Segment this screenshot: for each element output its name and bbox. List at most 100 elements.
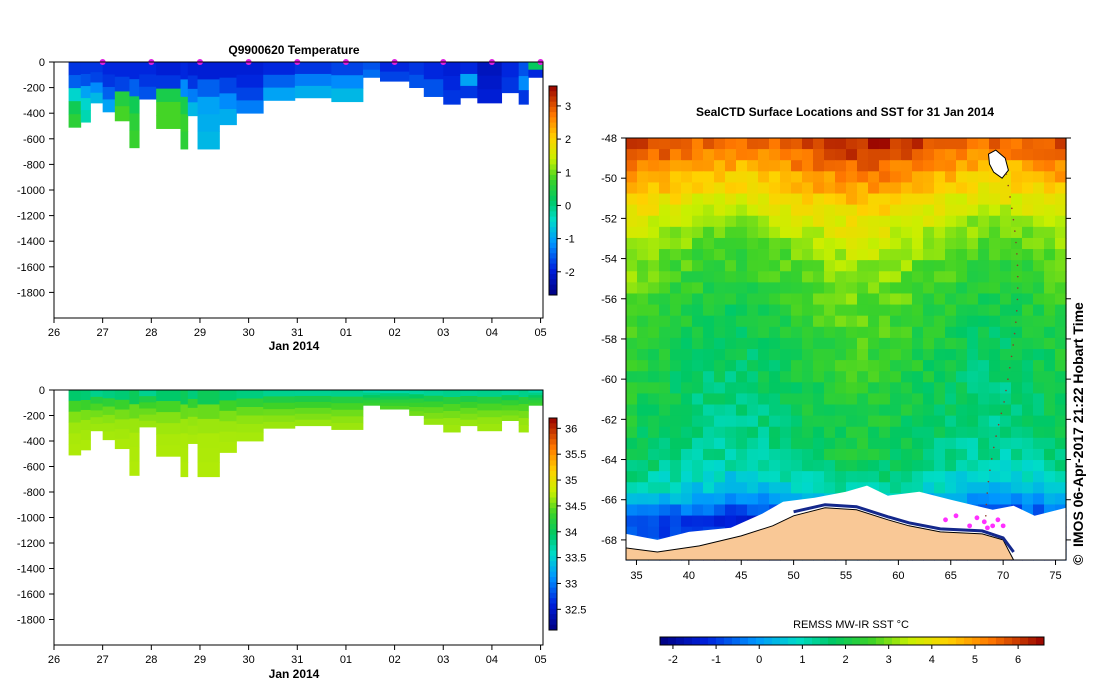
temperature-section-plot: Q9900620 Temperature 26 27 28 29 30 31 01 02 03 0… bbox=[17, 43, 575, 353]
y-tick-label: -56 bbox=[601, 294, 617, 306]
temperature-cell bbox=[423, 79, 444, 97]
sst-cell bbox=[758, 360, 770, 372]
sst-cell bbox=[769, 426, 781, 439]
sst-cell bbox=[978, 315, 990, 328]
colorbar-segment bbox=[549, 571, 557, 578]
sst-cell bbox=[780, 193, 792, 206]
sst-cell bbox=[1055, 237, 1067, 250]
sst-cell bbox=[659, 215, 671, 228]
sst-cell bbox=[681, 426, 693, 439]
sst-cell bbox=[824, 215, 836, 228]
sst-cell bbox=[901, 293, 913, 306]
x-tick-label: 26 bbox=[48, 654, 60, 666]
sst-cell bbox=[736, 293, 748, 306]
sst-cell bbox=[1044, 404, 1056, 417]
sst-cell bbox=[945, 260, 957, 272]
sst-cell bbox=[923, 204, 935, 217]
sst-cell bbox=[648, 371, 660, 383]
sst-cell bbox=[868, 182, 880, 195]
temperature-cell bbox=[68, 88, 82, 102]
sst-cell bbox=[791, 193, 803, 206]
sst-cell bbox=[769, 293, 781, 306]
sst-cell bbox=[637, 249, 649, 261]
sst-cell bbox=[769, 193, 781, 206]
sst-cell bbox=[813, 226, 825, 239]
sst-cell bbox=[1011, 471, 1023, 483]
sst-cell bbox=[769, 337, 781, 350]
sst-cell bbox=[934, 326, 946, 339]
colorbar-tick-label: 32.5 bbox=[565, 604, 586, 616]
y-tick-label: -600 bbox=[23, 462, 45, 474]
colorbar-segment bbox=[812, 637, 821, 645]
colorbar-tick-label: 0 bbox=[756, 654, 762, 666]
colorbar-segment bbox=[549, 465, 557, 472]
sst-cell bbox=[912, 182, 924, 195]
sst-cell bbox=[769, 271, 781, 283]
colorbar-segment bbox=[948, 637, 957, 645]
colorbar-segment bbox=[860, 637, 869, 645]
sst-cell bbox=[846, 460, 858, 472]
salinity-cell bbox=[528, 397, 544, 401]
sst-cell bbox=[692, 504, 704, 517]
colorbar-segment bbox=[940, 637, 949, 645]
seal-track-point bbox=[1007, 378, 1009, 380]
sst-cell bbox=[747, 426, 759, 439]
sst-cell bbox=[802, 226, 814, 239]
sst-cell bbox=[1011, 426, 1023, 439]
sst-cell bbox=[923, 138, 935, 150]
sst-cell bbox=[835, 226, 847, 239]
y-tick-label: -200 bbox=[23, 411, 45, 423]
sst-cell bbox=[758, 493, 770, 506]
sst-cell bbox=[637, 171, 649, 184]
sst-cell bbox=[989, 471, 1001, 483]
sst-cell bbox=[978, 326, 990, 339]
sst-cell bbox=[769, 138, 781, 150]
sst-cell bbox=[648, 315, 660, 328]
temperature-cell bbox=[114, 106, 130, 122]
sst-cell bbox=[769, 149, 781, 161]
sst-cell bbox=[1022, 204, 1034, 217]
sst-cell bbox=[967, 182, 979, 195]
salinity-cell bbox=[180, 462, 189, 478]
sst-cell bbox=[1044, 271, 1056, 283]
sst-cell bbox=[626, 149, 638, 161]
colorbar-segment bbox=[549, 439, 557, 445]
sst-cell bbox=[714, 482, 726, 494]
sst-cell bbox=[1011, 393, 1023, 406]
sst-cell bbox=[890, 160, 902, 172]
sst-cell bbox=[835, 337, 847, 350]
colorbar-segment bbox=[549, 143, 557, 150]
sst-cell bbox=[736, 337, 748, 350]
sst-cell bbox=[978, 304, 990, 317]
sst-cell bbox=[1022, 249, 1034, 261]
sst-cell bbox=[1011, 371, 1023, 383]
sst-cell bbox=[758, 326, 770, 339]
colorbar-segment bbox=[549, 492, 557, 498]
sst-cell bbox=[846, 138, 858, 150]
sst-cell bbox=[769, 260, 781, 272]
sst-cell bbox=[901, 404, 913, 417]
y-tick-label: -64 bbox=[601, 455, 617, 467]
sst-cell bbox=[758, 215, 770, 228]
salinity-cell bbox=[409, 398, 425, 404]
sst-cell bbox=[626, 526, 638, 539]
sst-cell bbox=[1022, 171, 1034, 184]
sst-cell bbox=[780, 471, 792, 483]
salinity-cell bbox=[180, 404, 189, 420]
sst-cell bbox=[1033, 504, 1045, 517]
sst-cell bbox=[901, 360, 913, 372]
salinity-cell bbox=[423, 401, 444, 408]
colorbar-segment bbox=[956, 637, 965, 645]
sst-cell bbox=[813, 204, 825, 217]
sst-cell bbox=[835, 460, 847, 472]
sst-cell bbox=[1033, 293, 1045, 306]
sst-cell bbox=[736, 349, 748, 361]
sst-cell bbox=[956, 360, 968, 372]
sst-cell bbox=[923, 471, 935, 483]
salinity-cell bbox=[236, 432, 264, 442]
temperature-cell bbox=[197, 79, 220, 98]
colorbar-segment bbox=[732, 637, 741, 645]
sst-cell bbox=[824, 426, 836, 439]
temperature-cell bbox=[197, 96, 220, 115]
sst-cell bbox=[868, 393, 880, 406]
